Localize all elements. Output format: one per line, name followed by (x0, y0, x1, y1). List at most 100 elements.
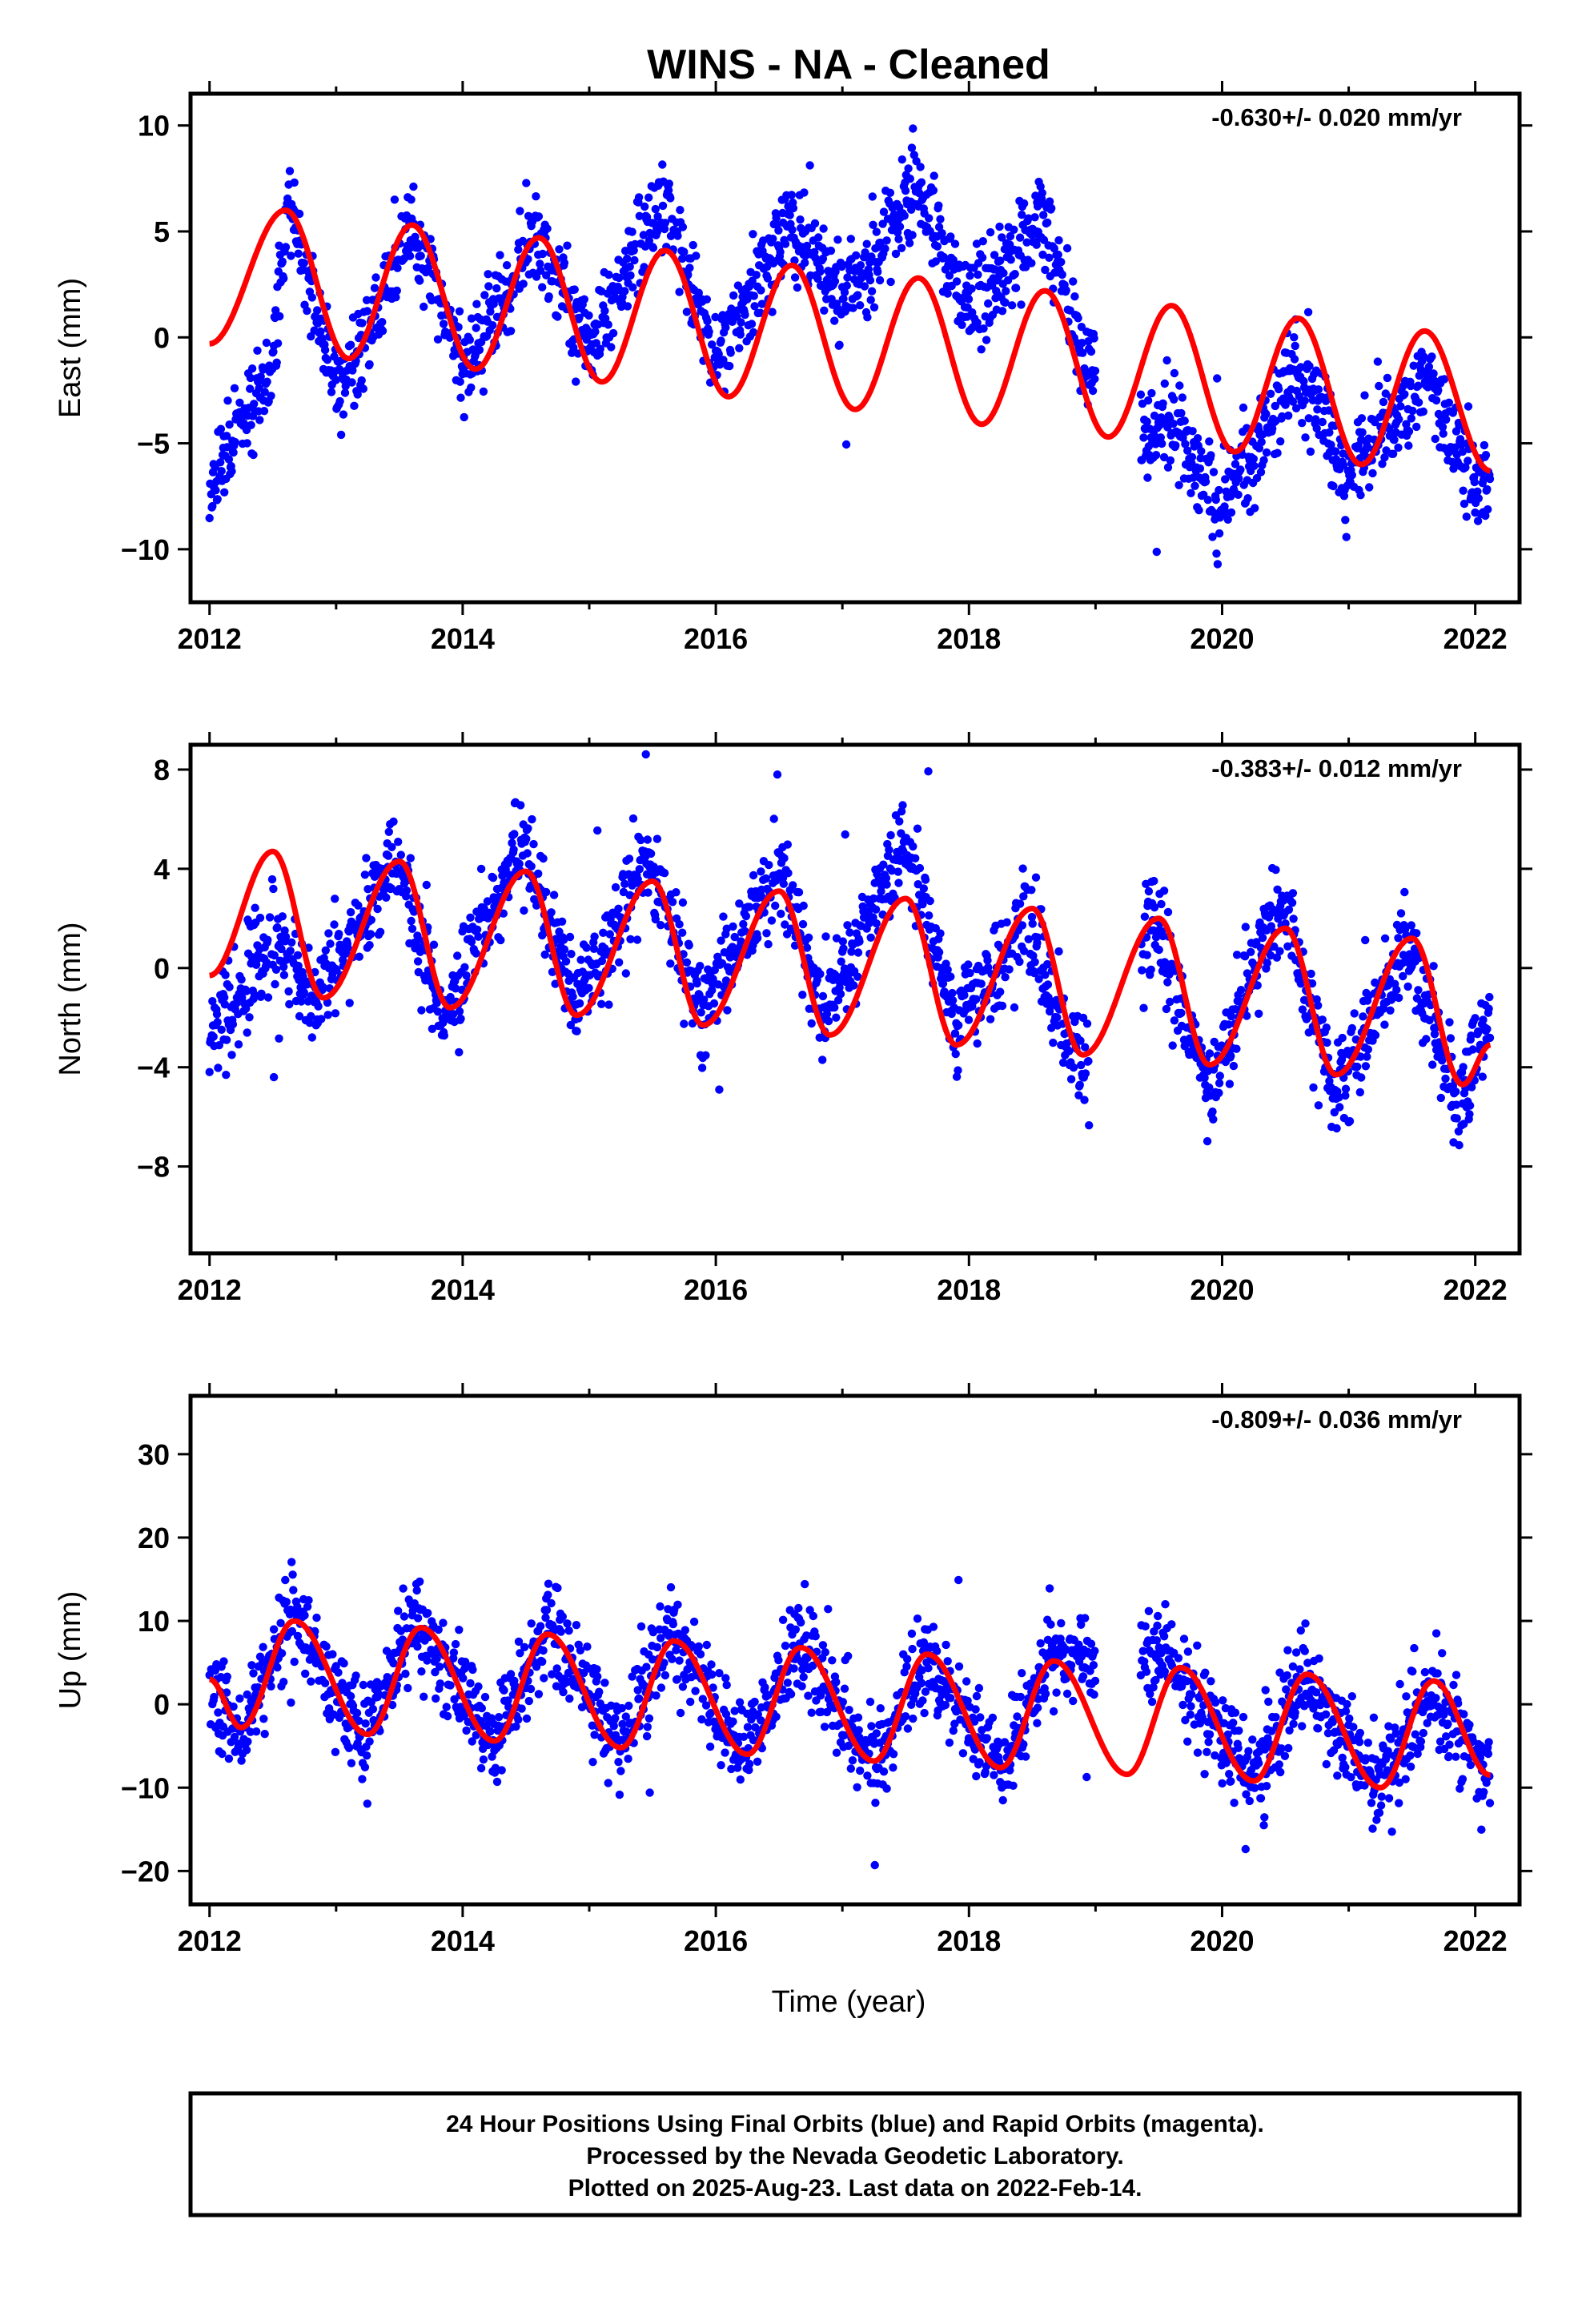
east-data-point (1462, 513, 1472, 521)
up-data-point (544, 1590, 552, 1599)
east-data-point (1215, 529, 1224, 538)
east-data-point (1019, 199, 1029, 208)
north-data-point (1371, 1031, 1380, 1039)
east-data-point (1474, 494, 1484, 503)
east-data-point (1257, 437, 1266, 447)
east-data-point (1341, 516, 1350, 525)
east-data-point (1201, 477, 1211, 486)
east-data-point (1251, 504, 1259, 513)
east-data-point (878, 219, 887, 228)
east-data-point (1010, 270, 1019, 279)
east-data-point (1250, 461, 1259, 470)
east-data-point (800, 188, 809, 197)
up-data-point (673, 1600, 682, 1610)
north-data-point (234, 1040, 243, 1049)
north-data-point (582, 943, 591, 952)
east-data-point (1174, 480, 1183, 489)
east-data-point (628, 227, 636, 236)
east-data-point (1276, 437, 1285, 446)
up-data-point (544, 1579, 553, 1588)
north-data-point (413, 957, 423, 966)
east-data-point (862, 239, 871, 248)
north-data-point (697, 1063, 707, 1072)
up-data-point (636, 1622, 646, 1631)
up-data-point (669, 1619, 677, 1629)
east-data-point (1142, 417, 1151, 426)
east-data-point (708, 340, 717, 349)
north-data-point (1232, 1044, 1241, 1053)
east-data-point (763, 274, 773, 283)
east-data-point (1159, 452, 1169, 462)
up-data-point (259, 1642, 267, 1651)
figure-title: WINS - NA - Cleaned (647, 42, 1050, 88)
north-data-point (275, 1034, 283, 1043)
north-data-point (824, 1016, 833, 1026)
east-data-point (269, 348, 278, 356)
north-data-point (1015, 899, 1025, 908)
east-data-point (977, 345, 986, 354)
north-data-point (611, 883, 620, 892)
north-data-point (271, 979, 279, 989)
east-y-tick-label: 5 (154, 215, 170, 248)
north-data-point (1140, 912, 1150, 921)
up-data-point (583, 1642, 592, 1651)
east-data-point (411, 232, 420, 241)
east-data-point (736, 330, 745, 339)
north-data-point (1465, 1110, 1474, 1119)
east-data-point (1209, 468, 1219, 476)
east-data-point (1274, 384, 1283, 394)
east-data-point (1151, 451, 1161, 460)
east-data-point (456, 377, 464, 386)
east-data-point (1038, 188, 1047, 198)
up-data-point (301, 1669, 310, 1679)
north-data-point (1002, 918, 1011, 927)
east-data-point (861, 248, 869, 257)
up-data-point (945, 1738, 954, 1747)
east-data-point (1379, 397, 1388, 407)
up-data-point (249, 1669, 258, 1678)
east-data-point (665, 179, 673, 188)
north-data-point (685, 941, 693, 950)
up-data-point (413, 1642, 422, 1651)
north-data-point (217, 1025, 226, 1035)
up-data-point (399, 1584, 408, 1593)
up-data-point (269, 1625, 279, 1634)
north-data-point (911, 854, 920, 863)
east-data-point (1074, 314, 1082, 323)
east-data-point (216, 424, 226, 433)
north-data-point (1386, 1006, 1395, 1015)
east-data-point (363, 307, 371, 316)
north-data-point (1236, 986, 1246, 995)
east-data-point (1031, 191, 1040, 200)
east-data-point (1007, 301, 1017, 310)
east-data-point (570, 285, 579, 294)
east-data-point (295, 209, 304, 219)
north-data-point (925, 911, 934, 920)
up-data-point (219, 1657, 228, 1666)
up-data-point (600, 1679, 609, 1687)
east-data-point (982, 336, 991, 344)
east-data-point (225, 420, 234, 429)
east-x-tick-label: 2016 (684, 622, 748, 655)
north-data-point (1478, 1072, 1488, 1081)
east-data-point (830, 316, 839, 325)
east-data-point (230, 384, 239, 392)
up-data-point (368, 1705, 378, 1714)
north-data-point (779, 879, 788, 888)
north-data-point (1332, 1124, 1341, 1133)
up-data-point (924, 1663, 933, 1673)
east-data-point (931, 257, 941, 266)
east-data-point (392, 286, 401, 296)
east-data-point (1298, 419, 1307, 428)
up-data-point (360, 1763, 370, 1771)
north-data-point (1163, 907, 1173, 917)
north-data-point (1361, 935, 1370, 945)
north-data-point (522, 834, 531, 843)
east-data-point (299, 259, 308, 267)
east-data-point (336, 430, 346, 440)
up-data-point (832, 1748, 841, 1757)
north-data-point (474, 932, 483, 941)
north-data-point (417, 1006, 426, 1015)
east-data-point (544, 292, 553, 301)
north-data-point (547, 908, 556, 917)
